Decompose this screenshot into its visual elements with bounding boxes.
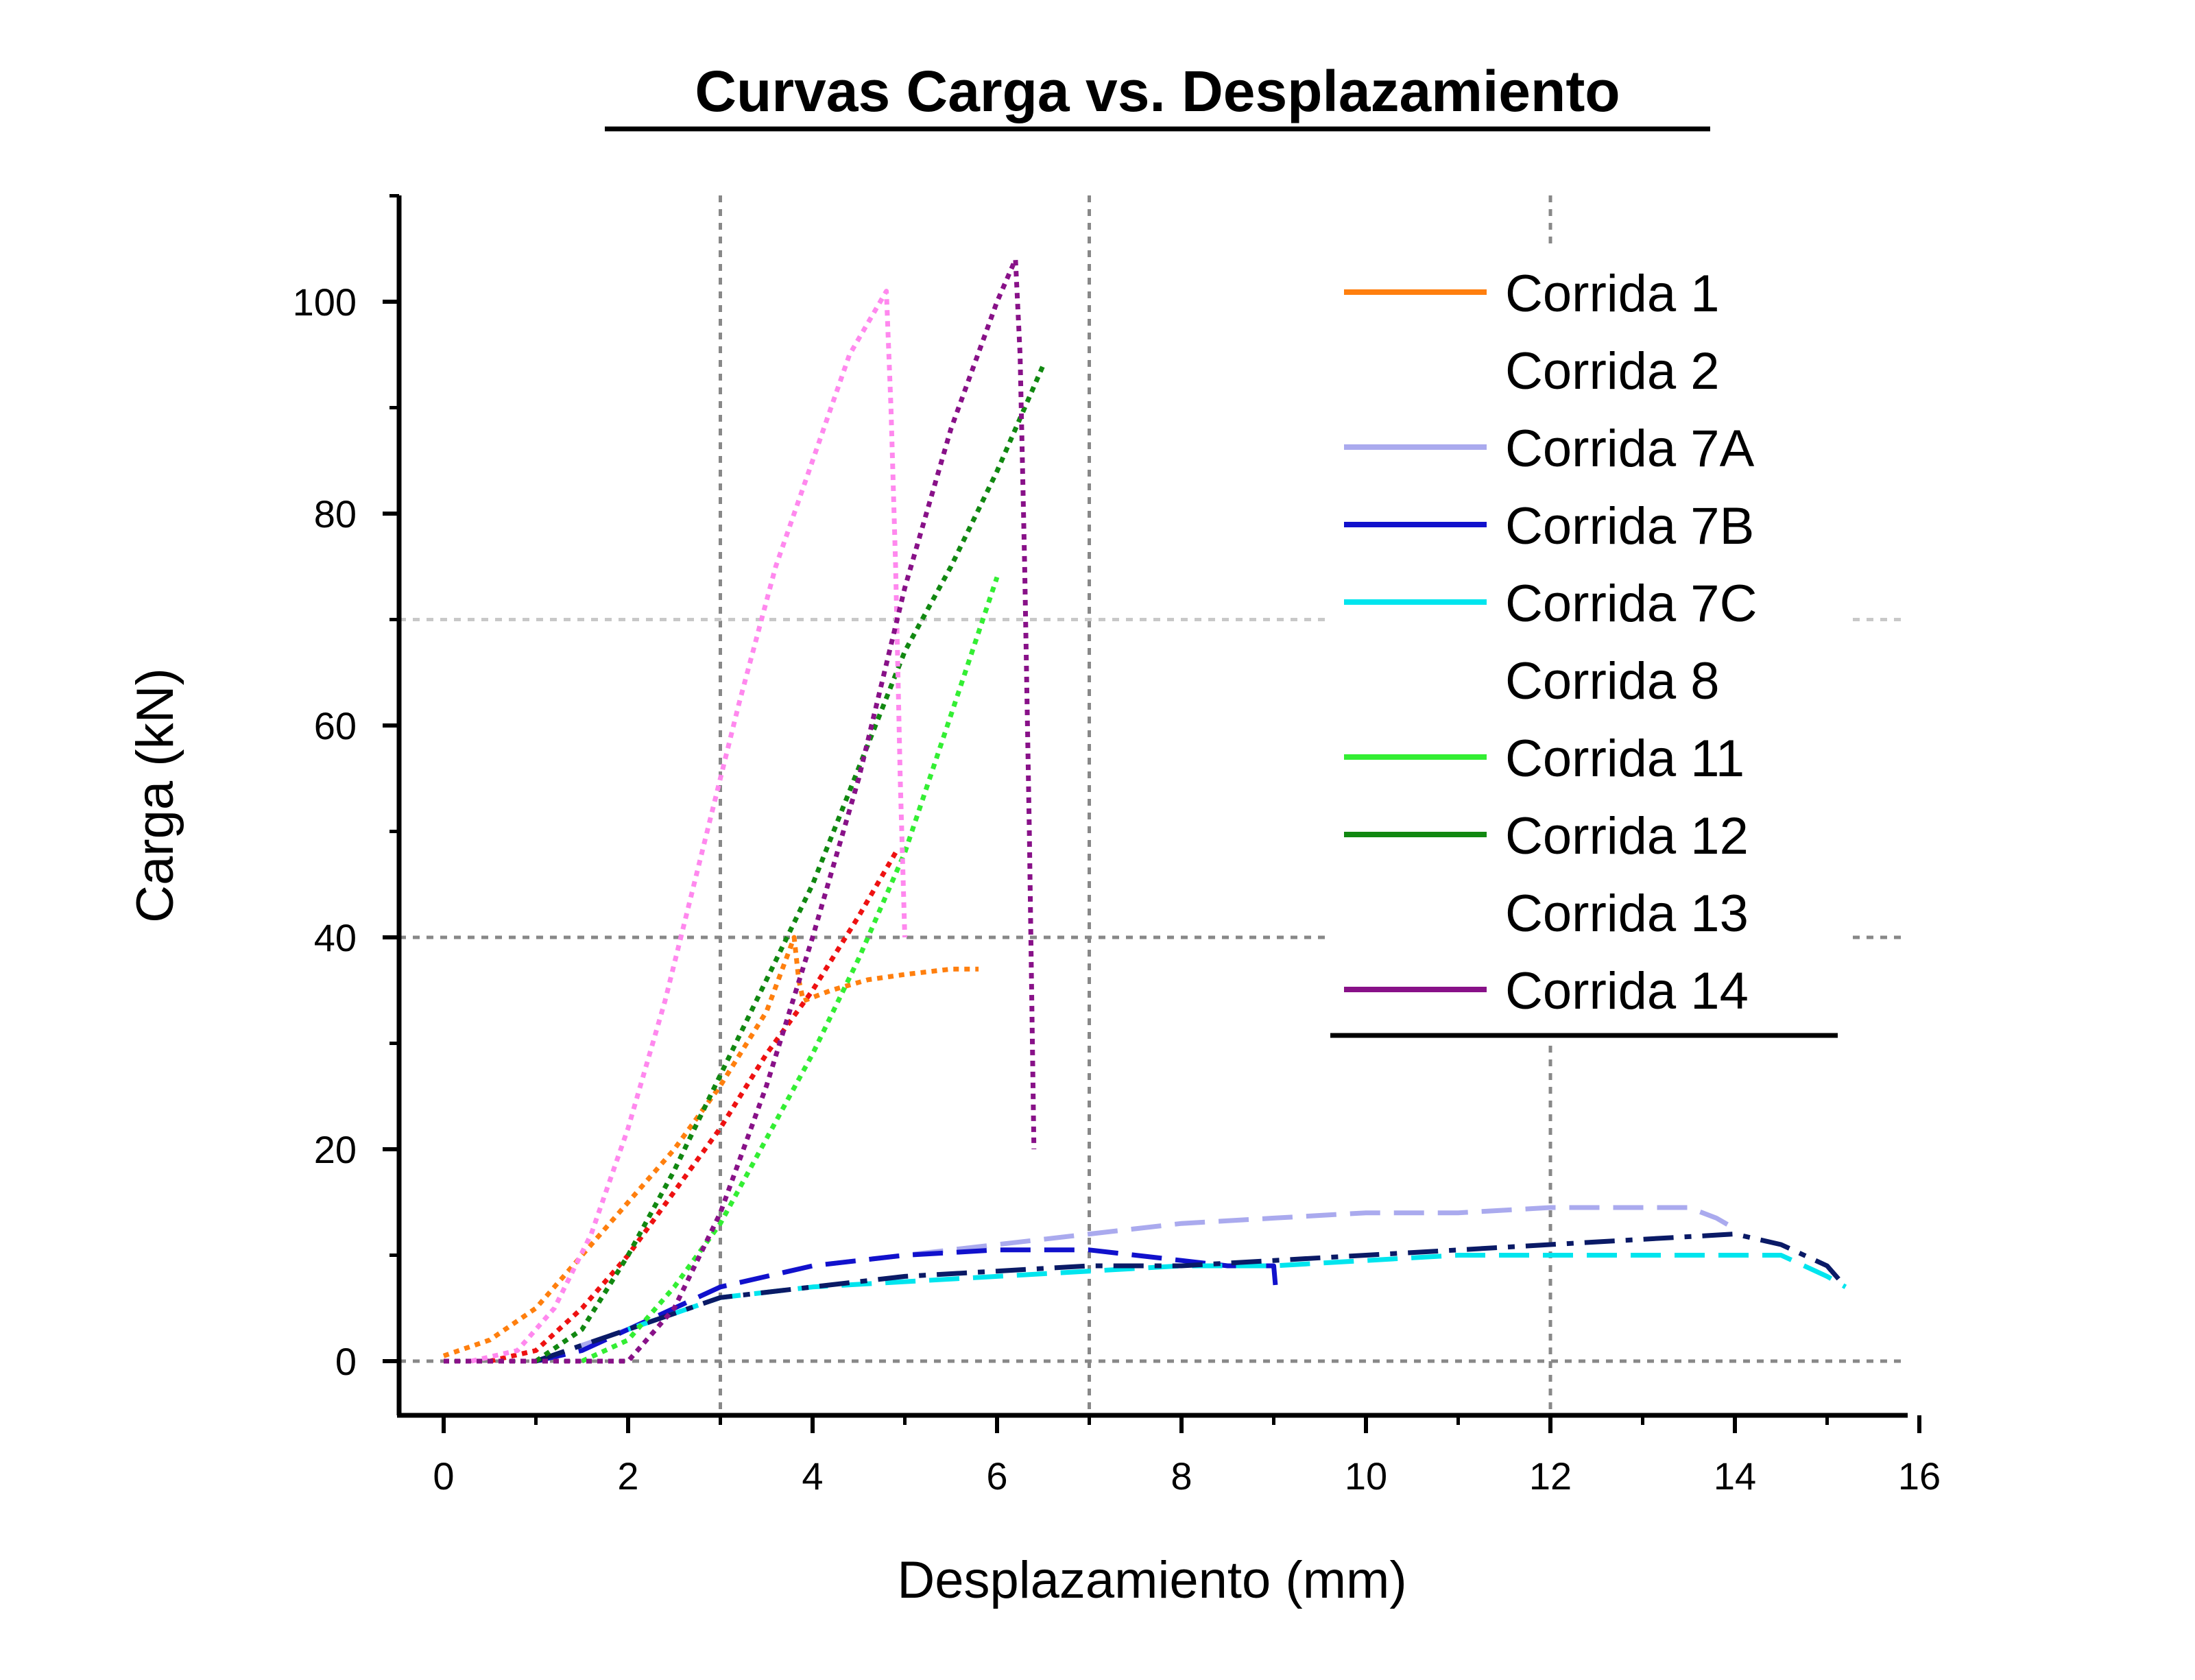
series-line-8 — [534, 364, 1046, 1363]
y-tick-label-0: 0 — [335, 1340, 357, 1383]
y-tick-label-5: 100 — [293, 280, 357, 324]
legend-label-5: Corrida 7C — [1505, 575, 1757, 633]
axis-ticks: 0 2 4 6 8 10 12 14 16 0 20 40 60 80 100 — [293, 194, 1941, 1498]
x-tick-label-6: 12 — [1529, 1454, 1572, 1498]
y-axis-label: Carga (kN) — [126, 668, 184, 923]
series-line-10 — [444, 256, 1037, 1364]
legend-label-6: Corrida 8 — [1505, 652, 1720, 710]
legend-label-4: Corrida 7B — [1505, 497, 1754, 555]
x-tick-label-2: 4 — [802, 1454, 823, 1498]
series-group — [442, 256, 1848, 1364]
series-line-2 — [489, 851, 898, 1364]
x-tick-label-1: 2 — [617, 1454, 638, 1498]
series-line-6 — [535, 1232, 1848, 1364]
legend-label-3: Corrida 7A — [1505, 420, 1755, 478]
legend: Corrida 1 Corrida 2 Corrida 7A Corrida 7B Co… — [1344, 265, 1757, 1020]
x-tick-label-8: 16 — [1898, 1454, 1941, 1498]
series-line-5 — [627, 1253, 1847, 1332]
series-line-9 — [470, 289, 907, 1364]
x-tick-label-5: 10 — [1345, 1454, 1387, 1498]
x-tick-label-0: 0 — [433, 1454, 454, 1498]
y-tick-label-1: 20 — [314, 1128, 357, 1171]
x-axis-label: Desplazamiento (mm) — [897, 1551, 1406, 1609]
series-line-7 — [581, 576, 1000, 1364]
legend-label-1: Corrida 1 — [1505, 265, 1720, 323]
legend-label-8: Corrida 12 — [1505, 807, 1749, 865]
legend-label-7: Corrida 11 — [1505, 730, 1744, 788]
series-line-1 — [442, 935, 979, 1358]
chart-title: Curvas Carga vs. Desplazamiento — [695, 59, 1620, 123]
legend-background — [1327, 247, 1848, 1042]
legend-label-2: Corrida 2 — [1505, 342, 1720, 400]
y-tick-label-3: 60 — [314, 704, 357, 747]
x-tick-label-4: 8 — [1171, 1454, 1192, 1498]
y-tick-label-2: 40 — [314, 916, 357, 959]
x-tick-label-3: 6 — [986, 1454, 1007, 1498]
x-tick-label-7: 14 — [1714, 1454, 1756, 1498]
legend-label-10: Corrida 14 — [1505, 962, 1749, 1020]
legend-label-9: Corrida 13 — [1505, 885, 1749, 943]
y-tick-label-4: 80 — [314, 492, 357, 536]
